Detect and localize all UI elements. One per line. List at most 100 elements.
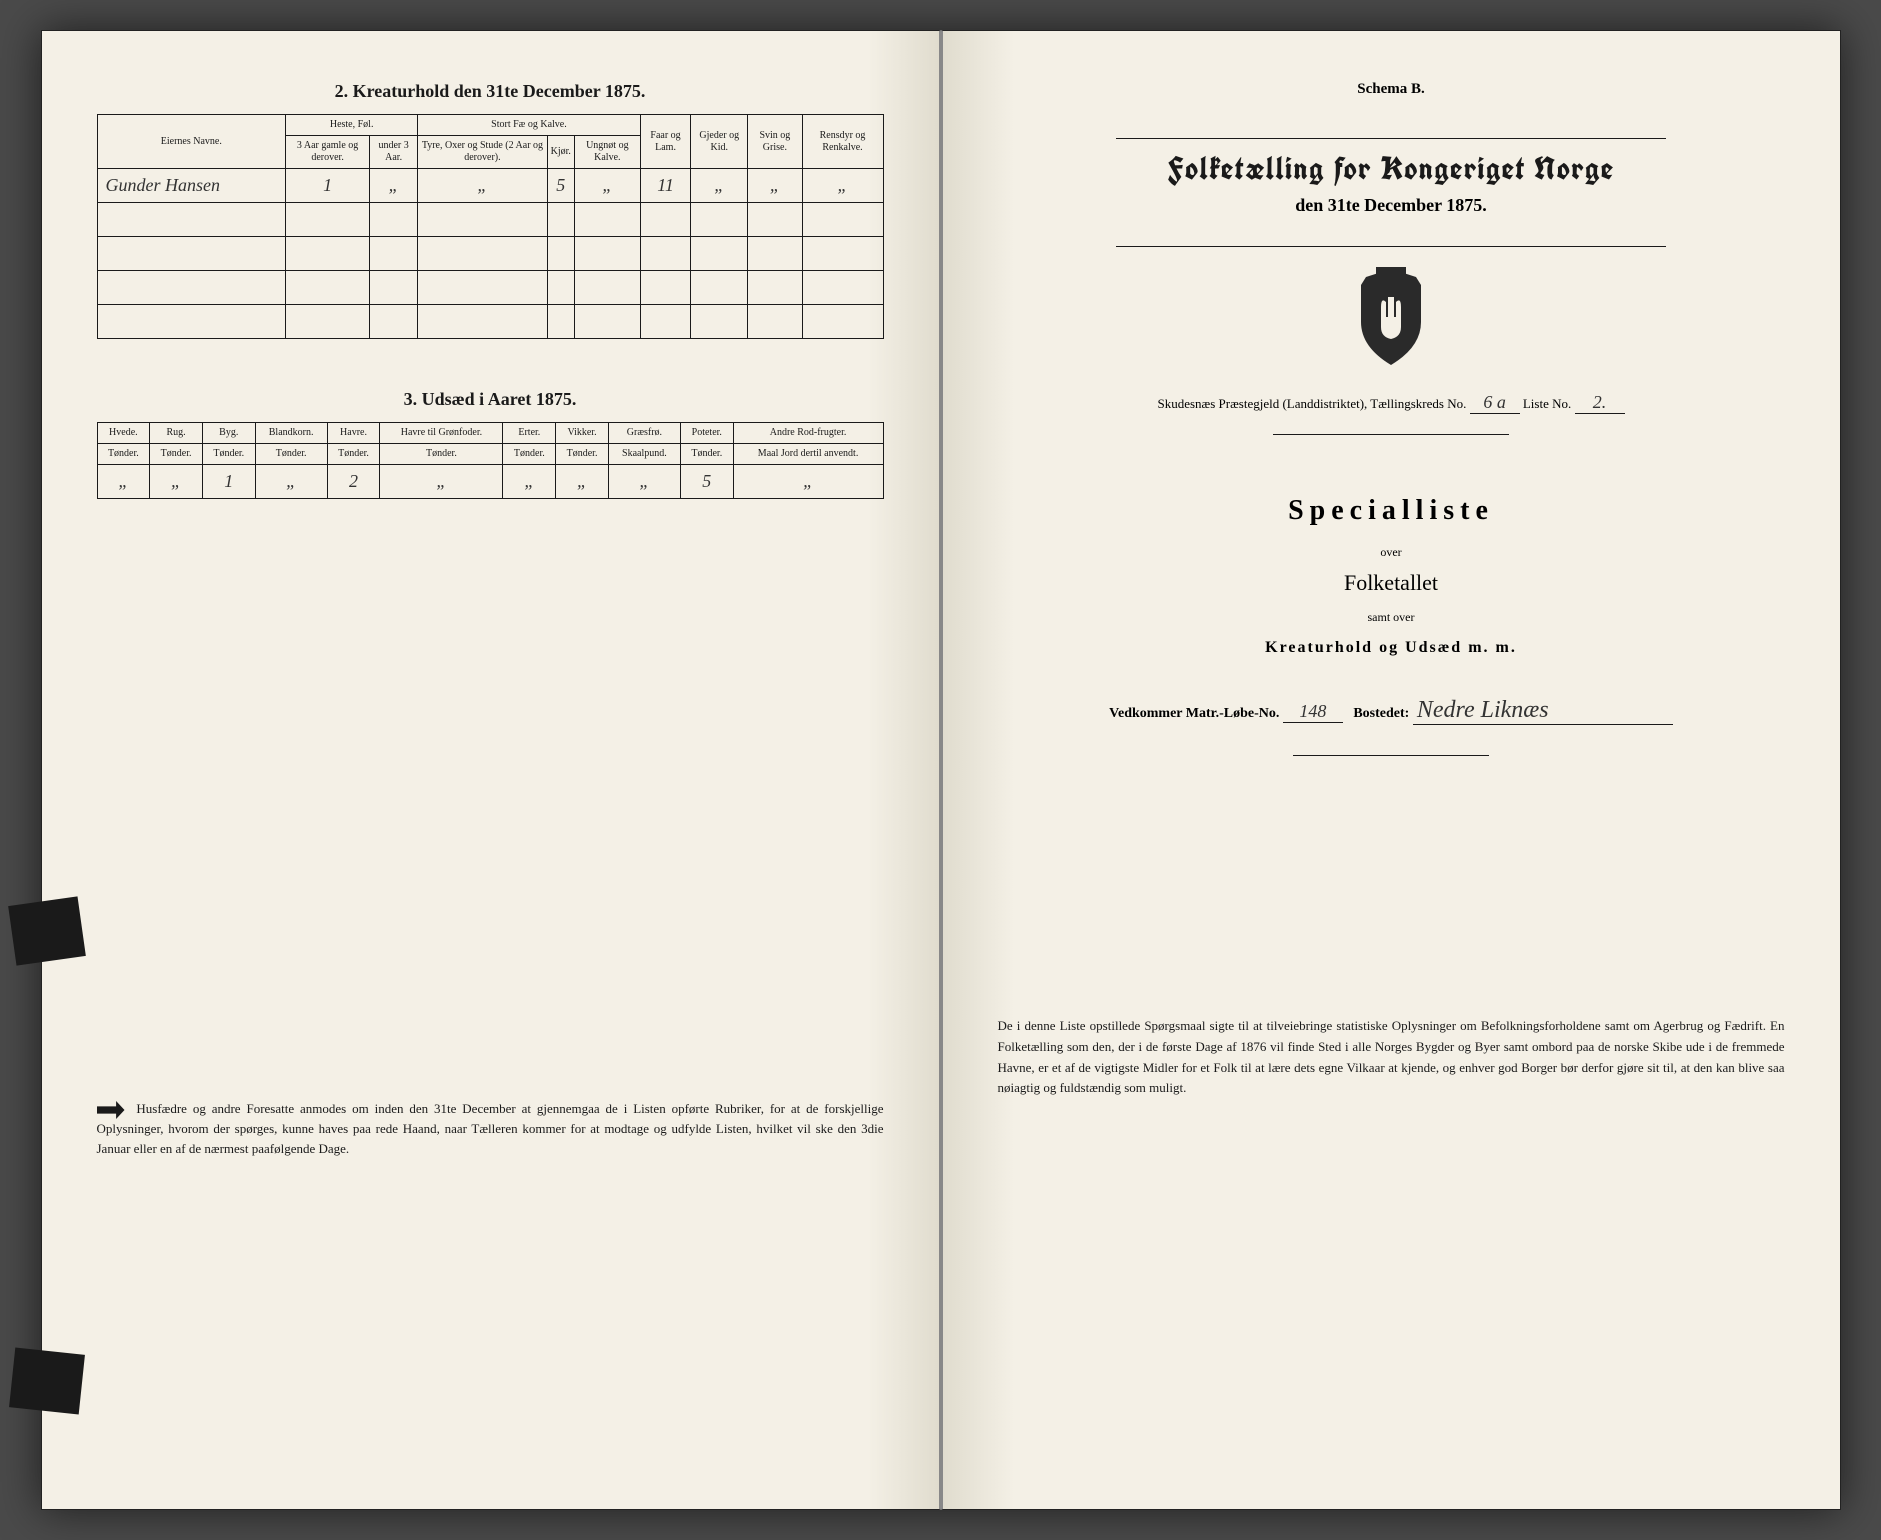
table-row — [97, 203, 883, 237]
coat-of-arms-icon — [998, 267, 1785, 372]
cell: „ — [97, 465, 150, 499]
district-line: Skudesnæs Præstegjeld (Landdistriktet), … — [998, 392, 1785, 414]
samt-label: samt over — [998, 610, 1785, 625]
rule-line — [1273, 434, 1509, 435]
colgroup-horses: Heste, Føl. — [286, 115, 418, 136]
section2-heading: 2. Kreaturhold den 31te December 1875. — [97, 81, 884, 102]
table-units-row: Tønder. Tønder. Tønder. Tønder. Tønder. … — [97, 444, 883, 465]
sub-cattle-3: Ungnøt og Kalve. — [574, 136, 640, 169]
section3-heading: 3. Udsæd i Aaret 1875. — [97, 389, 884, 410]
table-row: „ „ 1 „ 2 „ „ „ „ 5 „ — [97, 465, 883, 499]
table-header-row: Eiernes Navne. Heste, Føl. Stort Fæ og K… — [97, 115, 883, 136]
col: Blandkorn. — [255, 423, 327, 444]
unit: Tønder. — [327, 444, 380, 465]
cell: „ — [150, 465, 203, 499]
cell: „ — [380, 465, 503, 499]
cell: „ — [255, 465, 327, 499]
cell: „ — [556, 465, 609, 499]
explanatory-paragraph: De i denne Liste opstillede Spørgsmaal s… — [998, 1016, 1785, 1099]
table-header-row: Hvede. Rug. Byg. Blandkorn. Havre. Havre… — [97, 423, 883, 444]
sub-horses-2: under 3 Aar. — [370, 136, 418, 169]
col-owner: Eiernes Navne. — [97, 115, 286, 169]
matr-line: Vedkommer Matr.-Løbe-No. 148 Bostedet: N… — [998, 697, 1785, 725]
census-date: den 31te December 1875. — [998, 195, 1785, 216]
instruction-note: Husfædre og andre Foresatte anmodes om i… — [97, 1099, 884, 1158]
colgroup-cattle: Stort Fæ og Kalve. — [418, 115, 641, 136]
unit: Tønder. — [97, 444, 150, 465]
over-label: over — [998, 545, 1785, 560]
cell: „ — [574, 169, 640, 203]
left-page: 2. Kreaturhold den 31te December 1875. E… — [41, 30, 941, 1510]
col-sheep: Faar og Lam. — [640, 115, 691, 169]
cell: „ — [370, 169, 418, 203]
table-row — [97, 271, 883, 305]
col: Havre. — [327, 423, 380, 444]
matr-number: 148 — [1283, 701, 1343, 723]
unit: Tønder. — [503, 444, 556, 465]
unit: Tønder. — [380, 444, 503, 465]
liste-number: 2. — [1575, 392, 1625, 414]
bosted-label: Bostedet: — [1353, 706, 1409, 721]
col-reindeer: Rensdyr og Renkalve. — [802, 115, 883, 169]
pointing-hand-icon — [97, 1101, 125, 1119]
kreatur-heading: Kreaturhold og Udsæd m. m. — [998, 639, 1785, 657]
census-book-spread: 2. Kreaturhold den 31te December 1875. E… — [41, 30, 1841, 1510]
rule-line — [1293, 755, 1490, 756]
cell: „ — [691, 169, 748, 203]
instruction-text: Husfædre og andre Foresatte anmodes om i… — [97, 1101, 884, 1156]
rule-line — [1116, 246, 1667, 247]
liste-label: Liste No. — [1523, 396, 1571, 411]
col: Græsfrø. — [608, 423, 680, 444]
col: Poteter. — [680, 423, 733, 444]
kreds-number: 6 a — [1470, 392, 1520, 414]
table-row — [97, 237, 883, 271]
cell: „ — [733, 465, 883, 499]
unit: Tønder. — [680, 444, 733, 465]
cell: 5 — [680, 465, 733, 499]
sowing-table: Hvede. Rug. Byg. Blandkorn. Havre. Havre… — [97, 422, 884, 499]
unit: Skaalpund. — [608, 444, 680, 465]
col: Erter. — [503, 423, 556, 444]
cell: „ — [418, 169, 547, 203]
unit: Tønder. — [556, 444, 609, 465]
cell: 1 — [286, 169, 370, 203]
col: Vikker. — [556, 423, 609, 444]
sub-horses-1: 3 Aar gamle og derover. — [286, 136, 370, 169]
folketallet-heading: Folketallet — [998, 570, 1785, 596]
sub-cattle-1: Tyre, Oxer og Stude (2 Aar og derover). — [418, 136, 547, 169]
right-page: Schema B. Folketælling for Kongeriget No… — [941, 30, 1841, 1510]
col: Rug. — [150, 423, 203, 444]
col: Havre til Grønfoder. — [380, 423, 503, 444]
bosted-name: Nedre Liknæs — [1413, 697, 1673, 725]
rule-line — [1116, 138, 1667, 139]
cell: 1 — [202, 465, 255, 499]
cell: „ — [608, 465, 680, 499]
specialliste-heading: Specialliste — [998, 495, 1785, 527]
cell: 11 — [640, 169, 691, 203]
table-row — [97, 305, 883, 339]
schema-label: Schema B. — [998, 81, 1785, 98]
binding-tab-icon — [8, 896, 86, 965]
col: Hvede. — [97, 423, 150, 444]
cell: 2 — [327, 465, 380, 499]
col: Andre Rod-frugter. — [733, 423, 883, 444]
unit: Tønder. — [255, 444, 327, 465]
owner-name: Gunder Hansen — [97, 169, 286, 203]
district-prefix: Skudesnæs Præstegjeld (Landdistriktet), … — [1158, 396, 1467, 411]
cell: „ — [748, 169, 802, 203]
col-goats: Gjeder og Kid. — [691, 115, 748, 169]
livestock-table: Eiernes Navne. Heste, Føl. Stort Fæ og K… — [97, 114, 884, 339]
cell: „ — [503, 465, 556, 499]
census-main-title: Folketælling for Kongeriget Norge — [998, 147, 1785, 189]
binding-tab-icon — [9, 1348, 85, 1415]
cell: 5 — [547, 169, 574, 203]
matr-label: Vedkommer Matr.-Løbe-No. — [1109, 706, 1279, 721]
col-pigs: Svin og Grise. — [748, 115, 802, 169]
sub-cattle-2: Kjør. — [547, 136, 574, 169]
cell: „ — [802, 169, 883, 203]
table-row: Gunder Hansen 1 „ „ 5 „ 11 „ „ „ — [97, 169, 883, 203]
unit: Maal Jord dertil anvendt. — [733, 444, 883, 465]
col: Byg. — [202, 423, 255, 444]
unit: Tønder. — [202, 444, 255, 465]
unit: Tønder. — [150, 444, 203, 465]
